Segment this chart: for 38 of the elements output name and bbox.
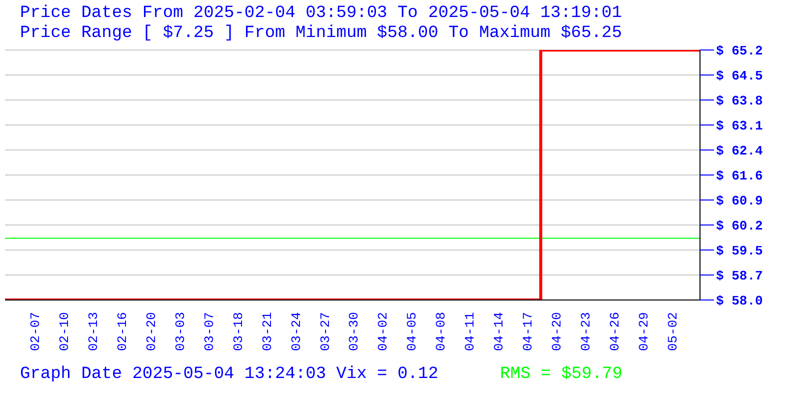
x-tick-label: 03-21: [260, 312, 275, 352]
x-tick-label: 04-02: [376, 312, 391, 352]
x-tick-label: 03-24: [288, 312, 304, 352]
y-tick-label: $ 58.0: [716, 294, 764, 309]
x-tick-label: 04-23: [578, 312, 594, 352]
x-tick-label: 03-18: [230, 312, 246, 352]
x-tick-label: 02-10: [57, 312, 72, 352]
y-tick-label: $ 64.5: [716, 68, 764, 84]
x-tick-label: 03-27: [318, 312, 333, 352]
x-tick-label: 04-05: [404, 312, 420, 352]
x-tick-label: 04-14: [492, 312, 507, 352]
x-tick-label: 02-13: [86, 312, 102, 352]
text: Graph Date 2025-05-04 13:24:03 Vix = 0.12: [20, 365, 438, 384]
x-tick-label: 04-17: [520, 312, 536, 352]
y-tick-label: $ 65.2: [716, 44, 764, 59]
chart-title: Price Dates From 2025-02-04 03:59:03 To 2025-05-04 13:19:01: [20, 4, 622, 23]
y-tick-label: $ 59.5: [716, 244, 764, 259]
x-tick-label: 03-30: [346, 312, 362, 352]
x-tick-label: 04-20: [549, 312, 564, 352]
x-tick-label: 04-26: [607, 312, 622, 352]
text: RMS = $59.79: [500, 365, 622, 384]
x-tick-label: 04-08: [434, 312, 449, 352]
chart-subtitle: Price Range [ $7.25 ] From Minimum $58.00 To Maximum $65.25: [20, 24, 622, 43]
x-tick-label: 04-11: [462, 312, 478, 352]
y-tick-label: $ 63.1: [716, 118, 764, 134]
x-tick-label: 02-16: [115, 312, 130, 352]
x-tick-label: 04-29: [636, 312, 652, 352]
x-tick-label: 02-20: [144, 312, 160, 352]
y-tick-label: $ 58.7: [716, 268, 763, 284]
x-tick-label: 03-07: [202, 312, 217, 352]
y-tick-label: $ 61.6: [716, 168, 764, 184]
y-tick-label: $ 60.9: [716, 194, 764, 209]
y-tick-label: $ 60.2: [716, 218, 764, 234]
x-tick-label: 03-03: [172, 312, 188, 352]
x-tick-label: 02-07: [28, 312, 44, 352]
y-tick-label: $ 62.4: [716, 144, 764, 159]
y-tick-label: $ 63.8: [716, 94, 764, 109]
x-tick-label: 05-02: [665, 312, 680, 352]
